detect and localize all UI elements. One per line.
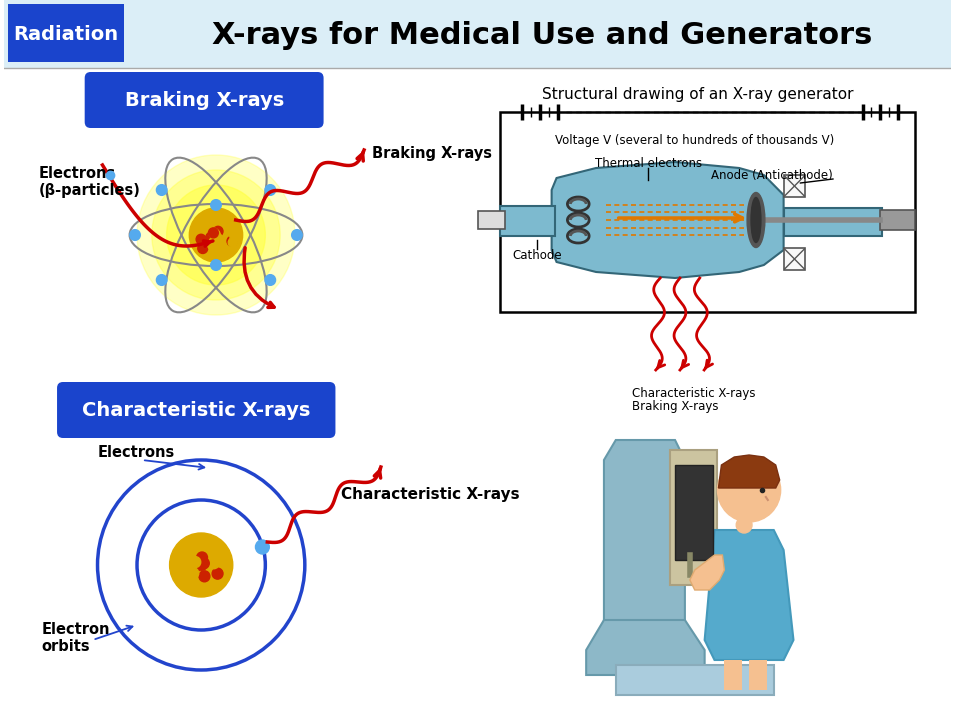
Circle shape [207, 240, 218, 250]
Polygon shape [690, 555, 725, 590]
FancyBboxPatch shape [57, 382, 335, 438]
Circle shape [209, 218, 220, 228]
FancyBboxPatch shape [749, 660, 767, 690]
Circle shape [137, 155, 295, 315]
Circle shape [230, 233, 240, 243]
Circle shape [209, 237, 219, 247]
Polygon shape [705, 530, 794, 660]
Circle shape [195, 561, 205, 572]
Text: Structural drawing of an X-ray generator: Structural drawing of an X-ray generator [542, 86, 853, 102]
Text: Characteristic X-rays: Characteristic X-rays [632, 387, 756, 400]
FancyBboxPatch shape [783, 248, 805, 270]
Circle shape [152, 170, 280, 300]
FancyBboxPatch shape [615, 665, 774, 695]
Circle shape [227, 236, 237, 246]
Circle shape [182, 575, 193, 585]
Circle shape [199, 571, 210, 582]
Circle shape [255, 540, 270, 554]
FancyBboxPatch shape [670, 450, 717, 585]
Circle shape [212, 233, 223, 243]
Polygon shape [552, 162, 783, 278]
Text: Voltage V (several to hundreds of thousands V): Voltage V (several to hundreds of thousa… [555, 133, 834, 146]
Circle shape [196, 559, 207, 570]
Circle shape [179, 557, 189, 568]
Circle shape [170, 533, 232, 597]
FancyBboxPatch shape [477, 211, 505, 229]
Circle shape [213, 233, 223, 243]
Circle shape [736, 517, 752, 533]
Circle shape [200, 222, 209, 232]
Text: Cathode: Cathode [512, 248, 562, 261]
Circle shape [265, 275, 276, 285]
Circle shape [210, 230, 220, 240]
FancyBboxPatch shape [84, 72, 324, 128]
Circle shape [205, 233, 216, 243]
Text: X-rays for Medical Use and Generators: X-rays for Medical Use and Generators [211, 20, 872, 50]
Circle shape [190, 549, 202, 561]
Text: Electrons: Electrons [98, 444, 175, 459]
Text: Braking X-rays: Braking X-rays [632, 400, 718, 413]
Text: Braking X-rays: Braking X-rays [125, 91, 284, 109]
Text: Characteristic X-rays: Characteristic X-rays [342, 487, 520, 502]
Circle shape [211, 200, 221, 210]
Circle shape [228, 238, 238, 248]
Circle shape [191, 581, 202, 592]
Text: Electrons
(β-particles): Electrons (β-particles) [38, 166, 140, 198]
Circle shape [156, 275, 167, 285]
Circle shape [194, 572, 205, 582]
FancyBboxPatch shape [880, 210, 915, 230]
Text: Thermal electrons: Thermal electrons [595, 156, 702, 169]
Circle shape [208, 558, 219, 569]
Circle shape [211, 260, 221, 270]
Circle shape [188, 568, 199, 579]
Text: Characteristic X-rays: Characteristic X-rays [82, 400, 310, 420]
Circle shape [292, 230, 301, 240]
Circle shape [197, 552, 207, 563]
Text: Anode (Anticathode): Anode (Anticathode) [711, 168, 833, 181]
Circle shape [717, 458, 780, 522]
Circle shape [167, 185, 265, 285]
Ellipse shape [747, 192, 765, 248]
Circle shape [194, 559, 204, 570]
FancyBboxPatch shape [8, 4, 124, 62]
Circle shape [189, 208, 243, 262]
Circle shape [131, 230, 140, 240]
Circle shape [178, 546, 188, 557]
Circle shape [199, 558, 209, 569]
Circle shape [196, 234, 206, 244]
Text: Braking X-rays: Braking X-rays [372, 145, 492, 161]
Circle shape [190, 557, 201, 567]
FancyBboxPatch shape [783, 208, 882, 236]
Text: Radiation: Radiation [13, 24, 118, 43]
FancyBboxPatch shape [675, 465, 712, 560]
Circle shape [209, 228, 219, 238]
FancyBboxPatch shape [725, 660, 742, 690]
Circle shape [214, 240, 224, 250]
Circle shape [198, 243, 207, 253]
Circle shape [213, 226, 223, 236]
Circle shape [212, 568, 223, 579]
Circle shape [198, 570, 209, 581]
Ellipse shape [751, 197, 761, 243]
Circle shape [198, 572, 208, 584]
Polygon shape [587, 620, 705, 675]
FancyBboxPatch shape [4, 0, 951, 68]
Circle shape [156, 185, 167, 195]
Polygon shape [604, 440, 684, 665]
FancyBboxPatch shape [500, 206, 555, 236]
Circle shape [227, 227, 236, 237]
FancyBboxPatch shape [783, 175, 805, 197]
Text: Electron
orbits: Electron orbits [41, 622, 109, 654]
Circle shape [208, 228, 218, 238]
Polygon shape [718, 455, 780, 488]
Circle shape [187, 542, 199, 553]
Circle shape [180, 566, 191, 577]
Circle shape [265, 185, 276, 195]
Bar [4, 0, 951, 68]
